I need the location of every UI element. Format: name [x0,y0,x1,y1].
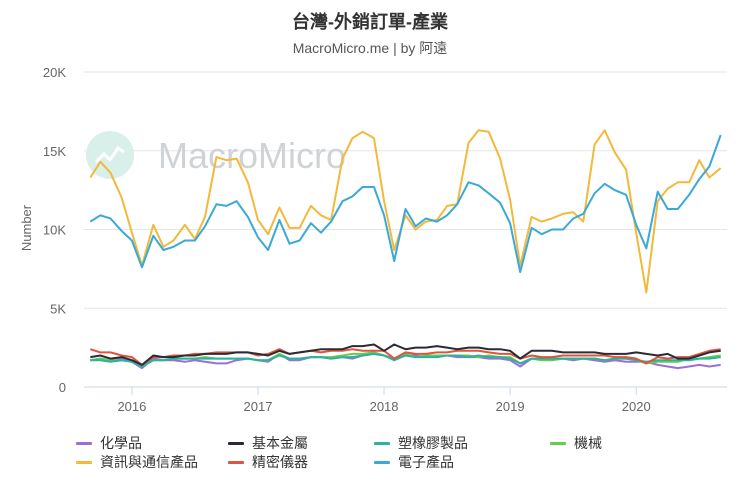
legend-label: 機械 [574,435,602,451]
x-tick-label: 2020 [622,399,651,414]
legend-swatch-icon [76,441,92,445]
legend-swatch-icon [374,460,390,464]
legend-label: 資訊與通信產品 [100,454,198,470]
series-line-塑橡膠製品[interactable] [90,352,721,368]
y-tick-label: 5K [50,301,66,316]
x-tick-label: 2019 [496,399,525,414]
legend-label: 基本金屬 [252,435,308,451]
legend-item[interactable]: 資訊與通信產品 [76,453,198,471]
legend-item[interactable]: 精密儀器 [228,453,308,471]
legend-swatch-icon [228,441,244,445]
watermark: MacroMicro [86,131,346,179]
legend-item[interactable]: 化學品 [76,434,142,452]
chart-title: 台灣-外銷訂單-產業 [292,12,448,32]
legend-label: 化學品 [100,435,142,451]
legend-label: 電子產品 [398,454,454,470]
legend-label: 精密儀器 [252,454,308,470]
y-axis-label: Number [19,204,34,251]
y-tick-label: 10K [43,223,66,238]
line-chart: MacroMicro 0 5K 10K 15K 20K 2016 2017 2018 2019… [19,65,727,414]
series-line-電子產品[interactable] [89,134,722,273]
legend-swatch-icon [76,460,92,464]
x-tick-label: 2017 [244,399,273,414]
x-tick-label: 2018 [370,399,399,414]
legend-swatch-icon [374,441,390,445]
y-tick-label: 15K [43,144,66,159]
legend-item[interactable]: 基本金屬 [228,434,308,452]
y-tick-label: 20K [43,65,66,80]
series-line-精密儀器[interactable] [89,348,721,366]
legend-item[interactable]: 塑橡膠製品 [374,434,468,452]
x-tick-label: 2016 [117,399,146,414]
series-line-基本金屬[interactable] [90,343,721,366]
x-axis-ticks: 2016 2017 2018 2019 2020 [117,387,651,414]
legend-swatch-icon [550,441,566,445]
legend-label: 塑橡膠製品 [398,435,468,451]
series-group [89,129,722,370]
watermark-text: MacroMicro [158,135,346,176]
chart-subtitle: MacroMicro.me | by 阿遠 [292,40,448,56]
y-axis-ticks: 0 5K 10K 15K 20K [43,65,66,395]
y-tick-label: 0 [59,380,66,395]
legend-item[interactable]: 機械 [550,434,602,452]
gridlines [84,71,727,309]
logo-trend-icon [94,145,125,164]
legend-item[interactable]: 電子產品 [374,453,454,471]
legend-swatch-icon [228,460,244,464]
